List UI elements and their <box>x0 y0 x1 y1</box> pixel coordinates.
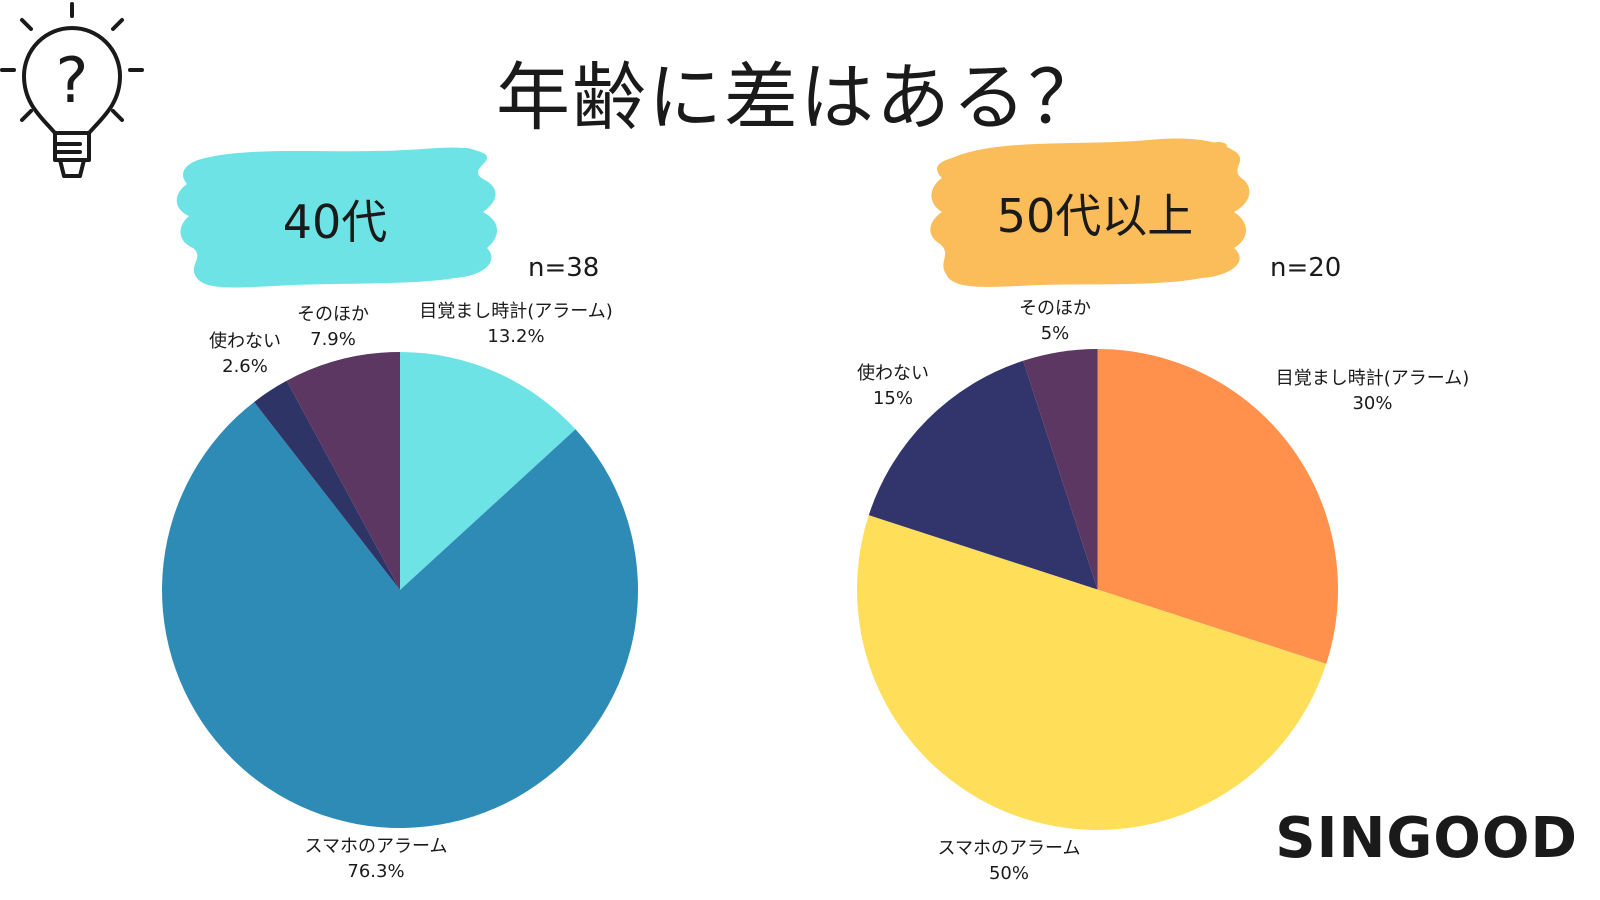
slice-label-value: 5% <box>1040 323 1070 344</box>
brand-logo: SINGOOD <box>1275 806 1578 871</box>
age-badge-50s <box>930 138 1250 287</box>
age-badge-40s <box>176 147 498 288</box>
slice-label-name: スマホのアラーム <box>304 836 448 857</box>
slice-label: 使わない 2.6% <box>190 329 300 379</box>
slice-label-name: そのほか <box>297 304 369 325</box>
lightbulb-question-icon: ? <box>0 2 144 178</box>
age-label-40s: 40代 <box>282 195 388 249</box>
slice-label: 目覚まし時計(アラーム) 13.2% <box>416 299 616 349</box>
pie-slice <box>857 515 1327 830</box>
pie-slice <box>254 380 400 590</box>
slice-label-value: 7.9% <box>310 329 356 350</box>
slice-label-value: 2.6% <box>222 356 268 377</box>
pie-slice <box>1023 349 1098 590</box>
badge-shape <box>176 147 498 288</box>
pie-chart-50s <box>857 349 1338 830</box>
slice-label-name: 目覚まし時計(アラーム) <box>419 301 613 322</box>
slice-label-value: 15% <box>872 388 913 409</box>
slice-label-value: 30% <box>1352 393 1393 414</box>
slice-label: スマホのアラーム 50% <box>909 836 1109 886</box>
sample-size-50s: n=20 <box>1270 253 1342 283</box>
slice-label-name: スマホのアラーム <box>937 838 1081 859</box>
slice-label-name: そのほか <box>1019 298 1091 319</box>
pie-slice <box>286 352 400 590</box>
slice-label-value: 13.2% <box>487 326 545 347</box>
age-label-50s: 50代以上 <box>996 189 1194 243</box>
slice-label: スマホのアラーム 76.3% <box>276 834 476 884</box>
slice-label-name: 目覚まし時計(アラーム) <box>1275 368 1470 389</box>
slice-label-value: 76.3% <box>347 861 405 882</box>
slice-label: 目覚まし時計(アラーム) 30% <box>1270 366 1475 416</box>
slice-label-value: 50% <box>988 863 1029 884</box>
svg-text:?: ? <box>56 44 89 117</box>
slice-label: 使わない 15% <box>838 361 948 411</box>
sample-size-40s: n=38 <box>528 253 600 283</box>
pie-slice <box>1097 349 1338 664</box>
badge-shape <box>930 138 1250 287</box>
pie-slice <box>400 352 576 590</box>
slice-label-name: 使わない <box>209 331 281 352</box>
slice-label: そのほか 7.9% <box>278 302 388 352</box>
pie-slice <box>162 401 638 828</box>
slice-label: そのほか 5% <box>1000 296 1110 346</box>
pie-chart-40s <box>162 352 638 828</box>
page-title: 年齢に差はある？ <box>496 55 1104 141</box>
slice-label-name: 使わない <box>857 363 929 384</box>
pie-slice <box>868 360 1098 590</box>
